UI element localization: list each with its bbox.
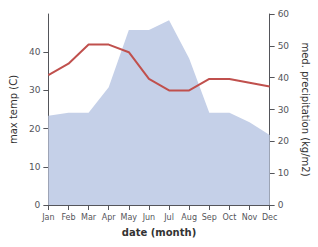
svg-text:10: 10 [278,168,290,178]
svg-text:Jan: Jan [41,213,54,222]
svg-text:Mar: Mar [81,213,97,222]
svg-text:Nov: Nov [242,213,258,222]
svg-text:Jun: Jun [142,213,156,222]
svg-text:Dec: Dec [262,213,277,222]
svg-text:40: 40 [278,73,290,83]
svg-text:0: 0 [278,200,284,210]
svg-text:40: 40 [29,47,41,57]
svg-text:0: 0 [35,200,41,210]
svg-text:20: 20 [29,124,41,134]
svg-text:30: 30 [278,105,290,115]
svg-text:max temp (C): max temp (C) [8,75,19,144]
svg-text:Sep: Sep [202,213,217,222]
svg-text:May: May [121,213,138,222]
svg-text:Oct: Oct [222,213,236,222]
svg-text:date (month): date (month) [122,227,196,238]
svg-text:20: 20 [278,136,290,146]
svg-text:Apr: Apr [102,213,117,222]
svg-text:50: 50 [278,41,290,51]
svg-text:10: 10 [29,162,41,172]
svg-text:Feb: Feb [61,213,75,222]
svg-text:Aug: Aug [181,213,197,222]
svg-text:30: 30 [29,85,41,95]
svg-text:Jul: Jul [163,213,174,222]
svg-text:med. precipitation (kg/m2): med. precipitation (kg/m2) [300,42,311,176]
svg-text:60: 60 [278,9,290,19]
